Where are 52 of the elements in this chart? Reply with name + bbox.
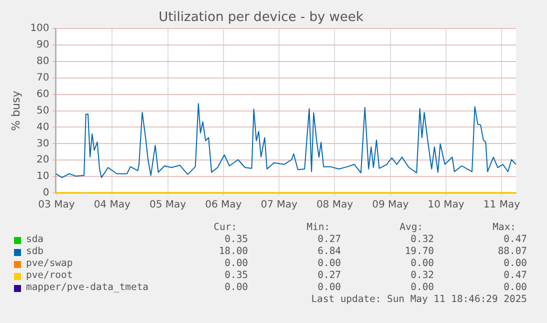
chart-title: Utilization per device - by week bbox=[158, 10, 364, 26]
y-tick-label: 0 bbox=[42, 188, 50, 199]
y-tick-label: 50 bbox=[36, 105, 50, 116]
y-tick-label: 80 bbox=[36, 56, 50, 68]
text: 0.00 bbox=[410, 258, 434, 270]
text: 0.35 bbox=[224, 234, 248, 246]
y-tick-label: 10 bbox=[36, 171, 50, 182]
y-tick-label: 60 bbox=[36, 88, 50, 100]
x-tick-label: 04 May bbox=[94, 200, 130, 211]
text: 0.27 bbox=[318, 234, 341, 246]
text: 0.27 bbox=[318, 270, 341, 282]
text: 0.47 bbox=[504, 234, 527, 246]
y-tick-label: 20 bbox=[36, 154, 50, 166]
text: 19.70 bbox=[404, 246, 434, 258]
text: 0.00 bbox=[504, 282, 527, 294]
text: 0.00 bbox=[224, 282, 248, 294]
text: Min: bbox=[306, 222, 330, 234]
legend-label: mapper/pve-data_tmeta bbox=[26, 282, 148, 294]
legend-label: pve/root bbox=[26, 270, 73, 282]
legend-label: pve/swap bbox=[26, 258, 73, 270]
y-tick-label: 30 bbox=[36, 138, 50, 150]
text: Last update: Sun May 11 18:46:29 2025 bbox=[311, 294, 527, 306]
x-tick-label: 11 May bbox=[483, 200, 520, 211]
text: Avg: bbox=[400, 222, 423, 234]
text: Max: bbox=[492, 222, 516, 234]
y-tick-label: 40 bbox=[36, 122, 50, 133]
x-tick-label: 10 May bbox=[428, 200, 464, 211]
legend-label: sda bbox=[26, 234, 44, 246]
y-tick-label: 100 bbox=[30, 23, 50, 34]
text: Cur: bbox=[214, 222, 237, 234]
text: 0.47 bbox=[504, 270, 527, 282]
x-tick-label: 06 May bbox=[205, 200, 242, 211]
legend-label: sdb bbox=[26, 246, 44, 258]
text: 0.00 bbox=[318, 282, 341, 294]
text: 6.84 bbox=[318, 246, 341, 258]
y-tick-label: 70 bbox=[36, 72, 50, 84]
text: 0.00 bbox=[224, 258, 248, 270]
x-tick-label: 07 May bbox=[260, 200, 298, 211]
x-tick-label: 09 May bbox=[372, 200, 409, 211]
text: 0.32 bbox=[410, 270, 434, 282]
text: 88.07 bbox=[498, 246, 527, 258]
y-tick-label: 90 bbox=[36, 40, 50, 51]
text: 0.00 bbox=[318, 258, 341, 270]
x-tick-label: 08 May bbox=[316, 200, 354, 211]
text: 0.35 bbox=[224, 270, 248, 282]
x-tick-label: 05 May bbox=[149, 200, 186, 211]
text: 0.00 bbox=[410, 282, 434, 294]
text: 18.00 bbox=[218, 246, 248, 258]
text: 0.00 bbox=[504, 258, 527, 270]
text: 0.32 bbox=[410, 234, 434, 246]
y-axis-title: % busy bbox=[9, 90, 22, 131]
x-tick-label: 03 May bbox=[38, 200, 75, 211]
